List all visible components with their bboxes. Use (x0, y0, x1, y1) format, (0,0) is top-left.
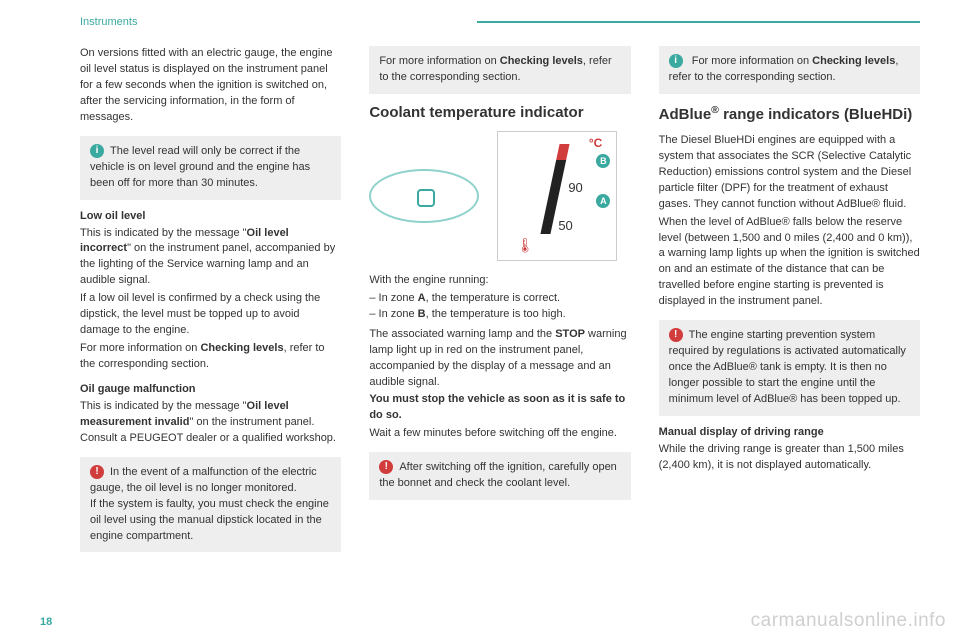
gauge-illustration: °C B A 90 50 🌡 (369, 131, 630, 261)
malfunction-p1: This is indicated by the message "Oil le… (80, 399, 341, 447)
low-oil-p1: This is indicated by the message "Oil le… (80, 226, 341, 290)
content-columns: On versions fitted with an electric gaug… (80, 46, 920, 562)
zone-a-item: In zone A, the temperature is correct. (369, 291, 630, 307)
warn-bonnet-text: After switching off the ignition, carefu… (379, 461, 616, 489)
thermometer-icon: 🌡 (516, 237, 534, 254)
low-oil-p2: If a low oil level is confirmed by a che… (80, 291, 341, 339)
warn-adblue-text: The engine starting prevention system re… (669, 329, 906, 405)
gauge-zone-a: A (596, 194, 610, 208)
warn-box-malfunction: In the event of a malfunction of the ele… (80, 457, 341, 553)
info-box-text: The level read will only be correct if t… (90, 145, 310, 189)
cluster-ellipse-icon (369, 169, 479, 223)
intro-text: On versions fitted with an electric gaug… (80, 46, 341, 126)
wait-text: Wait a few minutes before switching off … (369, 426, 630, 442)
adblue-p2: When the level of AdBlue® falls below th… (659, 215, 920, 311)
coolant-heading: Coolant temperature indicator (369, 104, 630, 121)
adblue-p1: The Diesel BlueHDi engines are equipped … (659, 133, 920, 213)
gauge-unit: °C (589, 136, 602, 150)
info-box-checking-3: For more information on Checking levels,… (659, 46, 920, 94)
manual-display-title: Manual display of driving range (659, 426, 920, 438)
info-box-level: The level read will only be correct if t… (80, 136, 341, 200)
zone-b-item: In zone B, the temperature is too high. (369, 307, 630, 323)
page-number: 18 (40, 616, 52, 628)
column-1: On versions fitted with an electric gaug… (80, 46, 341, 562)
low-oil-title: Low oil level (80, 210, 341, 222)
warn-box-bonnet: After switching off the ignition, carefu… (369, 452, 630, 500)
assoc-lamp: The associated warning lamp and the STOP… (369, 327, 630, 391)
malfunction-title: Oil gauge malfunction (80, 383, 341, 395)
low-oil-p3: For more information on Checking levels,… (80, 341, 341, 373)
adblue-heading: AdBlue® range indicators (BlueHDi) (659, 104, 920, 123)
page-header: Instruments (80, 16, 920, 28)
section-label: Instruments (80, 16, 137, 28)
must-stop: You must stop the vehicle as soon as it … (369, 392, 630, 424)
warn-box-adblue: The engine starting prevention system re… (659, 320, 920, 416)
header-rule (477, 21, 920, 23)
column-2: For more information on Checking levels,… (369, 46, 630, 562)
manual-display-p: While the driving range is greater than … (659, 442, 920, 474)
column-3: For more information on Checking levels,… (659, 46, 920, 562)
gauge-zone-b: B (596, 154, 610, 168)
engine-running: With the engine running: (369, 273, 630, 289)
info-box-checking: For more information on Checking levels,… (369, 46, 630, 94)
gauge-needle-icon (528, 144, 568, 234)
temperature-gauge-icon: °C B A 90 50 🌡 (497, 131, 617, 261)
gauge-90: 90 (568, 180, 582, 195)
watermark: carmanualsonline.info (751, 610, 946, 632)
warn-box-text: In the event of a malfunction of the ele… (90, 466, 329, 542)
zone-list: In zone A, the temperature is correct. I… (369, 291, 630, 323)
